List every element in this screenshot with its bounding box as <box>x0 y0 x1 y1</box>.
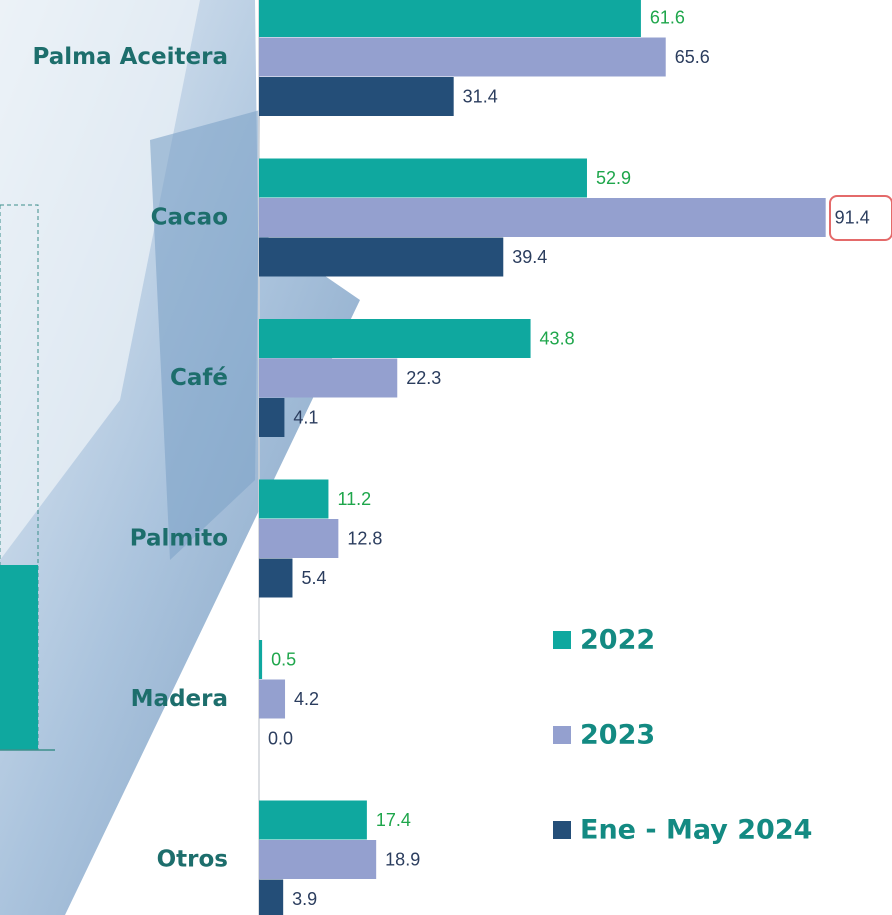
value-label: 22.3 <box>406 368 441 388</box>
legend-swatch <box>553 726 571 744</box>
bar <box>259 158 587 198</box>
value-label: 43.8 <box>540 329 575 349</box>
value-label: 61.6 <box>650 8 685 28</box>
value-label: 0.5 <box>271 650 296 670</box>
value-label: 31.4 <box>463 87 498 107</box>
bar <box>259 800 367 840</box>
value-label: 0.0 <box>268 729 293 749</box>
category-label: Cacao <box>151 204 228 230</box>
bar <box>259 37 666 77</box>
background-photo <box>0 0 360 915</box>
value-label: 52.9 <box>596 168 631 188</box>
value-label: 11.2 <box>337 489 371 509</box>
bar <box>259 519 339 558</box>
bar <box>259 479 329 519</box>
value-label: 4.2 <box>294 689 319 709</box>
legend-label: Ene - May 2024 <box>580 815 812 846</box>
bar <box>259 0 641 37</box>
value-label: 3.9 <box>292 889 317 909</box>
legend-label: 2023 <box>580 720 655 751</box>
category-label: Palma Aceitera <box>32 44 228 70</box>
bar <box>259 558 293 598</box>
bar <box>259 398 285 437</box>
value-label: 4.1 <box>293 408 318 428</box>
value-label: 39.4 <box>512 247 547 267</box>
bar <box>259 77 454 116</box>
category-label: Palmito <box>130 525 228 551</box>
legend-label: 2022 <box>580 625 655 656</box>
bar <box>259 879 284 915</box>
bar <box>259 679 286 719</box>
value-label: 65.6 <box>675 47 710 67</box>
value-label: 17.4 <box>376 810 411 830</box>
value-label: 18.9 <box>385 850 420 870</box>
legend-swatch <box>553 821 571 839</box>
bar <box>259 358 398 398</box>
bar <box>259 237 504 277</box>
highlight-box <box>829 195 892 241</box>
value-label: 91.4 <box>835 208 870 228</box>
category-label: Café <box>170 365 228 391</box>
bar <box>259 319 531 358</box>
bar <box>259 840 377 879</box>
bar <box>259 198 826 237</box>
legend-swatch <box>553 631 571 649</box>
value-label: 5.4 <box>301 568 326 588</box>
category-label: Otros <box>157 846 228 872</box>
category-label: Madera <box>131 686 228 712</box>
value-label: 12.8 <box>347 529 382 549</box>
bar <box>259 640 263 679</box>
